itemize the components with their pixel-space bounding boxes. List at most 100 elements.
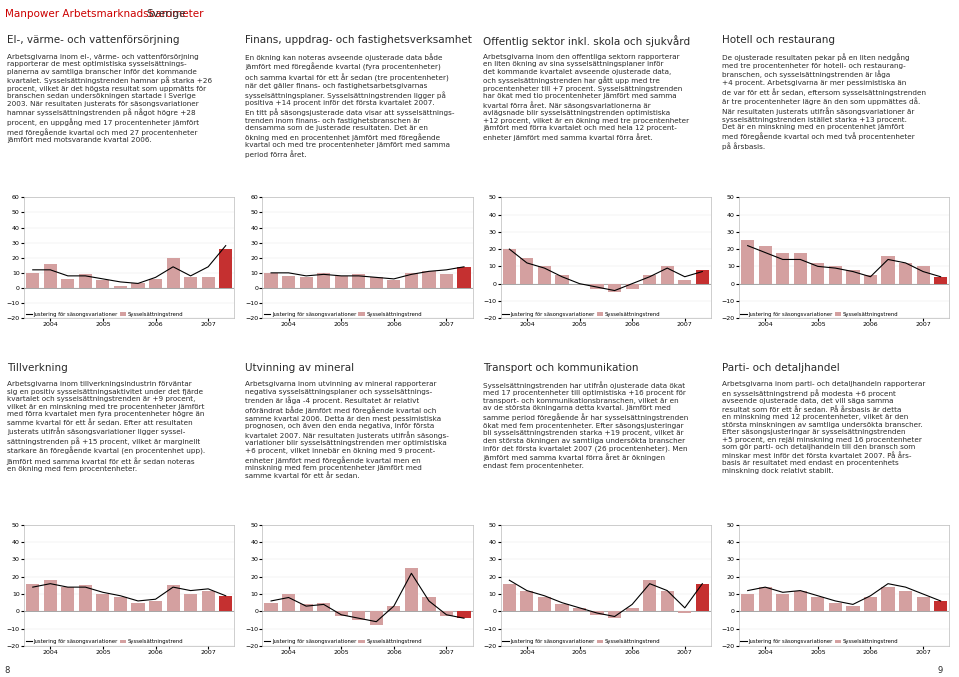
Bar xyxy=(847,606,859,611)
Bar xyxy=(917,598,929,611)
Bar xyxy=(457,267,471,288)
Legend: Justering för säsongsvariationer, Sysselsättningstrend: Justering för säsongsvariationer, Syssel… xyxy=(25,311,184,317)
Bar xyxy=(422,271,435,288)
Bar xyxy=(61,279,75,288)
Bar xyxy=(167,258,179,288)
Bar xyxy=(678,611,691,613)
Text: Hotell och restaurang: Hotell och restaurang xyxy=(722,35,834,45)
Bar xyxy=(265,273,278,288)
Bar xyxy=(864,275,877,284)
Bar xyxy=(678,280,691,284)
Bar xyxy=(847,270,859,284)
Bar xyxy=(44,580,57,611)
Bar xyxy=(299,278,313,288)
Bar xyxy=(776,253,789,284)
Bar xyxy=(201,590,215,611)
Bar xyxy=(282,594,295,611)
Bar xyxy=(96,594,109,611)
Text: Sysselsättningstrenden har utifrån ojusterade data ökat
med 17 procentenheter ti: Sysselsättningstrenden har utifrån ojust… xyxy=(483,381,689,469)
Bar xyxy=(149,279,162,288)
Bar xyxy=(608,284,621,292)
Legend: Justering för säsongsvariationer, Sysselsättningstrend: Justering för säsongsvariationer, Syssel… xyxy=(740,311,899,317)
Bar xyxy=(184,594,198,611)
Text: Manpower Arbetsmarknadsbarometer: Manpower Arbetsmarknadsbarometer xyxy=(5,9,203,19)
Text: En ökning kan noteras avseende ojusterade data både
jämfört med föregående kvart: En ökning kan noteras avseende ojusterad… xyxy=(246,53,455,158)
Text: Arbetsgivarna inom parti- och detaljhandeln rapporterar
en sysselsättningstrend : Arbetsgivarna inom parti- och detaljhand… xyxy=(722,381,925,474)
Bar xyxy=(811,598,825,611)
Bar xyxy=(573,608,586,611)
Legend: Justering för säsongsvariationer, Sysselsättningstrend: Justering för säsongsvariationer, Syssel… xyxy=(502,311,661,317)
Bar xyxy=(608,611,621,618)
Text: Arbetsgivarna inom el-, värme- och vattenförsörjning
rapporterar de mest optimis: Arbetsgivarna inom el-, värme- och vatte… xyxy=(7,53,212,144)
Bar xyxy=(370,611,383,625)
Bar xyxy=(503,249,516,284)
Text: Sverige: Sverige xyxy=(146,9,186,19)
Bar xyxy=(79,274,92,288)
Bar xyxy=(829,603,842,611)
Bar xyxy=(265,603,278,611)
Bar xyxy=(934,277,947,284)
Text: De ojusterade resultaten pekar på en liten nedgång
med tre procentenheter för ho: De ojusterade resultaten pekar på en lit… xyxy=(722,53,925,150)
Bar xyxy=(317,273,330,288)
Bar xyxy=(167,586,179,611)
Bar xyxy=(440,611,453,617)
Bar xyxy=(881,256,895,284)
Bar xyxy=(776,594,789,611)
Bar xyxy=(759,246,772,284)
Bar xyxy=(299,605,313,611)
Text: Offentlig sektor inkl. skola och sjukvård: Offentlig sektor inkl. skola och sjukvår… xyxy=(483,35,690,47)
Text: 8: 8 xyxy=(5,666,11,676)
Bar xyxy=(899,590,912,611)
Bar xyxy=(131,603,145,611)
Bar xyxy=(829,266,842,284)
Bar xyxy=(555,275,569,284)
Text: El-, värme- och vattenförsörjning: El-, värme- och vattenförsörjning xyxy=(7,35,179,45)
Bar xyxy=(26,584,39,611)
Bar xyxy=(440,274,453,288)
Bar xyxy=(61,587,75,611)
Text: Utvinning av mineral: Utvinning av mineral xyxy=(246,363,354,373)
Bar xyxy=(131,284,145,288)
Bar xyxy=(457,611,471,618)
Bar xyxy=(317,603,330,611)
Text: Transport och kommunikation: Transport och kommunikation xyxy=(483,363,639,373)
Bar xyxy=(917,266,929,284)
Bar xyxy=(881,587,895,611)
Legend: Justering för säsongsvariationer, Sysselsättningstrend: Justering för säsongsvariationer, Syssel… xyxy=(264,311,422,317)
Text: 9: 9 xyxy=(937,666,943,676)
Bar xyxy=(591,611,603,615)
Legend: Justering för säsongsvariationer, Sysselsättningstrend: Justering för säsongsvariationer, Syssel… xyxy=(502,638,661,645)
Bar xyxy=(282,276,295,288)
Bar xyxy=(934,601,947,611)
Bar xyxy=(538,598,551,611)
Bar xyxy=(422,598,435,611)
Bar xyxy=(695,270,709,284)
Bar xyxy=(521,258,533,284)
Bar xyxy=(387,280,401,288)
Bar xyxy=(661,266,674,284)
Bar xyxy=(96,280,109,288)
Bar xyxy=(695,584,709,611)
Text: Arbetsgivarna inom utvinning av mineral rapporterar
negativa sysselsättningsplan: Arbetsgivarna inom utvinning av mineral … xyxy=(246,381,449,479)
Bar xyxy=(864,598,877,611)
Legend: Justering för säsongsvariationer, Sysselsättningstrend: Justering för säsongsvariationer, Syssel… xyxy=(740,638,899,645)
Bar xyxy=(405,568,418,611)
Text: Finans, uppdrag- och fastighetsverksamhet: Finans, uppdrag- och fastighetsverksamhe… xyxy=(246,35,472,45)
Bar xyxy=(503,584,516,611)
Bar xyxy=(370,278,383,288)
Bar xyxy=(661,590,674,611)
Bar xyxy=(625,284,639,289)
Bar xyxy=(741,594,755,611)
Bar xyxy=(555,605,569,611)
Bar xyxy=(219,248,232,288)
Bar xyxy=(201,278,215,288)
Text: Tillverkning: Tillverkning xyxy=(7,363,67,373)
Bar xyxy=(759,587,772,611)
Bar xyxy=(184,278,198,288)
Bar xyxy=(335,276,348,288)
Text: Parti- och detaljhandel: Parti- och detaljhandel xyxy=(722,363,839,373)
Bar xyxy=(114,286,127,288)
Bar xyxy=(352,611,365,620)
Legend: Justering för säsongsvariationer, Sysselsättningstrend: Justering för säsongsvariationer, Syssel… xyxy=(25,638,184,645)
Bar xyxy=(26,273,39,288)
